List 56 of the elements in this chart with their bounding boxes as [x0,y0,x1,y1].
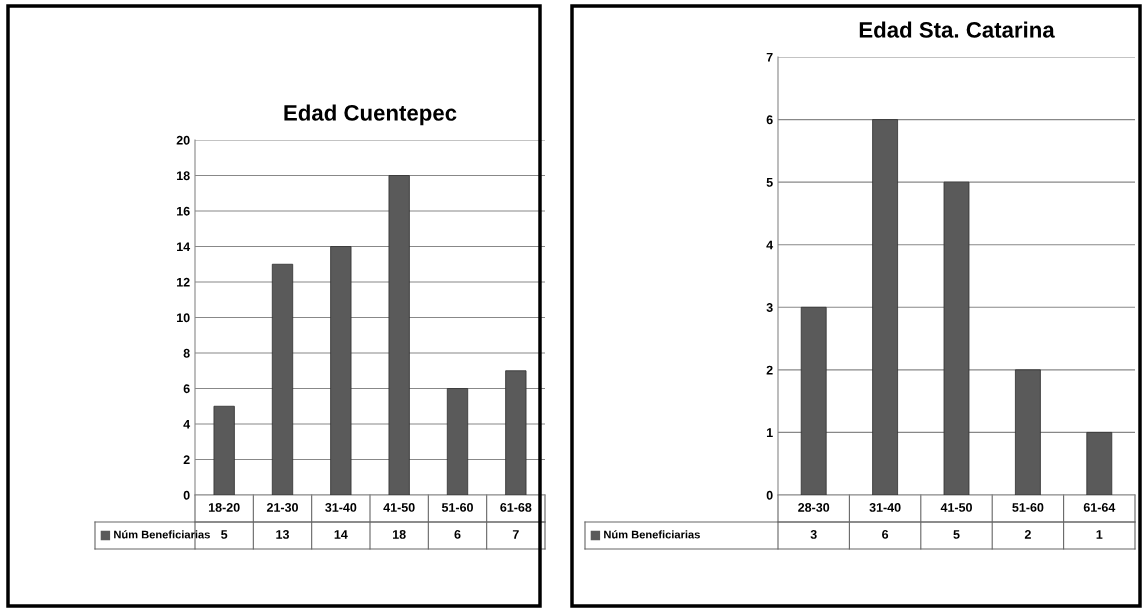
x-tick-label: 21-30 [266,503,298,512]
x-tick-label: 61-68 [500,503,532,512]
bar [505,370,527,495]
data-label: 18 [393,530,406,539]
x-tick-label: 18-20 [208,503,240,512]
x-tick-label: 41-50 [940,503,972,512]
x-tick-label: 61-64 [1083,503,1116,512]
x-tick-label: 41-50 [383,503,415,512]
data-label: 2 [1024,530,1031,539]
y-tick-label: 18 [177,171,190,181]
data-label: 14 [334,530,348,539]
data-label: 6 [882,530,889,539]
x-tick-label: 51-60 [1012,503,1044,512]
y-tick-label: 8 [183,348,190,358]
y-tick-label: 0 [766,490,773,500]
y-tick-label: 3 [766,303,773,312]
y-tick-label: 14 [177,242,191,252]
bar [213,405,235,495]
y-tick-label: 4 [183,419,191,429]
data-label: 5 [221,530,228,539]
y-tick-label: 16 [177,206,190,216]
data-label: 5 [953,530,960,539]
chart-title: Edad Sta. Catarina [859,21,1055,38]
bar [800,306,827,495]
y-tick-label: 6 [766,115,773,125]
data-label: 13 [276,530,289,539]
x-tick-label: 31-40 [869,503,901,512]
bar [446,388,469,495]
y-tick-label: 4 [766,240,774,250]
legend-label: Núm Beneficiarias [604,530,700,539]
bar [1086,432,1113,495]
bar [943,181,970,495]
y-tick-label: 0 [183,490,190,500]
y-tick-label: 2 [766,365,773,375]
data-label: 1 [1096,530,1103,539]
y-tick-label: 10 [177,313,190,323]
bar [271,263,294,495]
bar [872,119,899,495]
y-tick-label: 20 [176,135,190,145]
bar [1014,369,1041,495]
bar [330,246,352,495]
legend-label: Núm Beneficiarias [114,530,210,539]
y-tick-label: 7 [766,52,773,62]
x-tick-label: 31-40 [325,503,357,512]
y-tick-label: 1 [766,428,773,437]
x-tick-label: 51-60 [441,503,473,512]
y-tick-label: 6 [183,384,190,394]
x-tick-label: 28-30 [798,503,830,512]
chart-title: Edad Cuentepec [284,104,457,126]
data-label: 6 [454,530,461,539]
y-tick-label: 12 [177,277,190,287]
bar [388,175,410,495]
data-label: 3 [810,530,817,539]
data-label: 7 [512,530,519,539]
y-tick-label: 5 [766,178,773,187]
y-tick-label: 2 [183,455,190,465]
